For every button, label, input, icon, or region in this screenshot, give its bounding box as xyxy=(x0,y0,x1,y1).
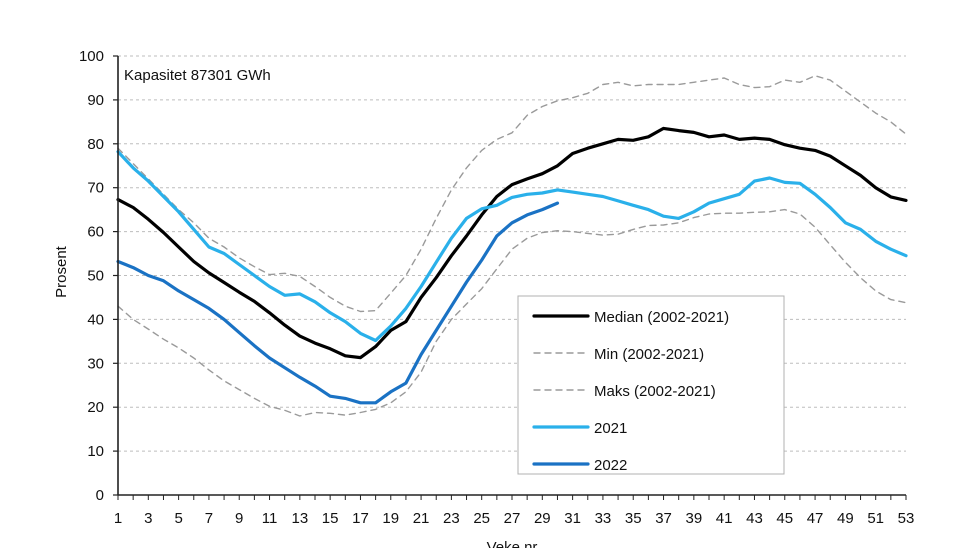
x-tick-label: 1 xyxy=(114,510,122,527)
x-tick-label: 37 xyxy=(655,510,672,527)
x-tick-label: 49 xyxy=(837,510,854,527)
x-tick-label: 35 xyxy=(625,510,642,527)
capacity-annotation: Kapasitet 87301 GWh xyxy=(124,67,271,84)
legend-label: Maks (2002-2021) xyxy=(594,383,716,400)
x-tick-label: 7 xyxy=(205,510,213,527)
y-tick-label: 80 xyxy=(87,136,104,153)
x-tick-label: 41 xyxy=(716,510,733,527)
x-tick-label: 19 xyxy=(382,510,399,527)
y-tick-label: 20 xyxy=(87,399,104,416)
x-tick-label: 33 xyxy=(595,510,612,527)
gridlines xyxy=(118,55,906,452)
legend-box xyxy=(517,295,785,475)
x-tick-label: 39 xyxy=(686,510,703,527)
y-axis-ticks: 0 10 20 30 40 50 60 70 80 90 100 xyxy=(79,48,118,504)
y-tick-label: 50 xyxy=(87,268,104,285)
axes xyxy=(117,56,906,496)
y-tick-label: 100 xyxy=(79,48,104,65)
y-tick-label: 60 xyxy=(87,224,104,241)
x-tick-label: 9 xyxy=(235,510,243,527)
y-tick-label: 30 xyxy=(87,355,104,372)
y-axis-title: Prosent xyxy=(53,245,70,298)
series-line-median-2002-2021 xyxy=(116,126,908,360)
x-tick-label: 29 xyxy=(534,510,551,527)
x-tick-label: 31 xyxy=(564,510,581,527)
y-tick-label: 90 xyxy=(87,92,104,109)
x-tick-label: 43 xyxy=(746,510,763,527)
y-tick-label: 70 xyxy=(87,180,104,197)
x-tick-label: 25 xyxy=(473,510,490,527)
x-tick-label: 17 xyxy=(352,510,369,527)
legend-label: Median (2002-2021) xyxy=(594,309,729,326)
x-tick-label: 11 xyxy=(262,510,278,527)
series-line-min-2002-2021 xyxy=(117,208,907,417)
x-tick-label: 27 xyxy=(504,510,521,527)
series-line-maks-2002-2021 xyxy=(117,75,907,313)
y-tick-label: 40 xyxy=(87,311,104,328)
x-tick-label: 45 xyxy=(776,510,793,527)
x-tick-label: 47 xyxy=(807,510,824,527)
x-tick-label: 15 xyxy=(322,510,339,527)
series-line-2022 xyxy=(116,201,560,405)
series-line-2021 xyxy=(116,150,908,343)
y-tick-label: 10 xyxy=(87,443,104,460)
legend-label: Min (2002-2021) xyxy=(594,346,704,363)
series-lines xyxy=(116,75,908,417)
x-tick-label: 13 xyxy=(292,510,309,527)
x-tick-label: 3 xyxy=(144,510,152,527)
x-tick-label: 53 xyxy=(898,510,915,527)
y-tick-label: 0 xyxy=(96,487,104,504)
x-tick-label: 23 xyxy=(443,510,460,527)
legend-label: 2021 xyxy=(594,420,627,437)
x-tick-label: 51 xyxy=(867,510,884,527)
legend: Median (2002-2021) Min (2002-2021) Maks (2… xyxy=(517,295,785,475)
x-axis-ticks: 1 3 5 7 9 11 13 15 17 19 21 23 25 27 29 31 33 35 37 39 41 43 4… xyxy=(114,495,915,527)
x-axis-title: Veke nr xyxy=(487,539,538,548)
legend-label: 2022 xyxy=(594,457,627,474)
x-tick-label: 21 xyxy=(413,510,430,527)
x-tick-label: 5 xyxy=(174,510,182,527)
